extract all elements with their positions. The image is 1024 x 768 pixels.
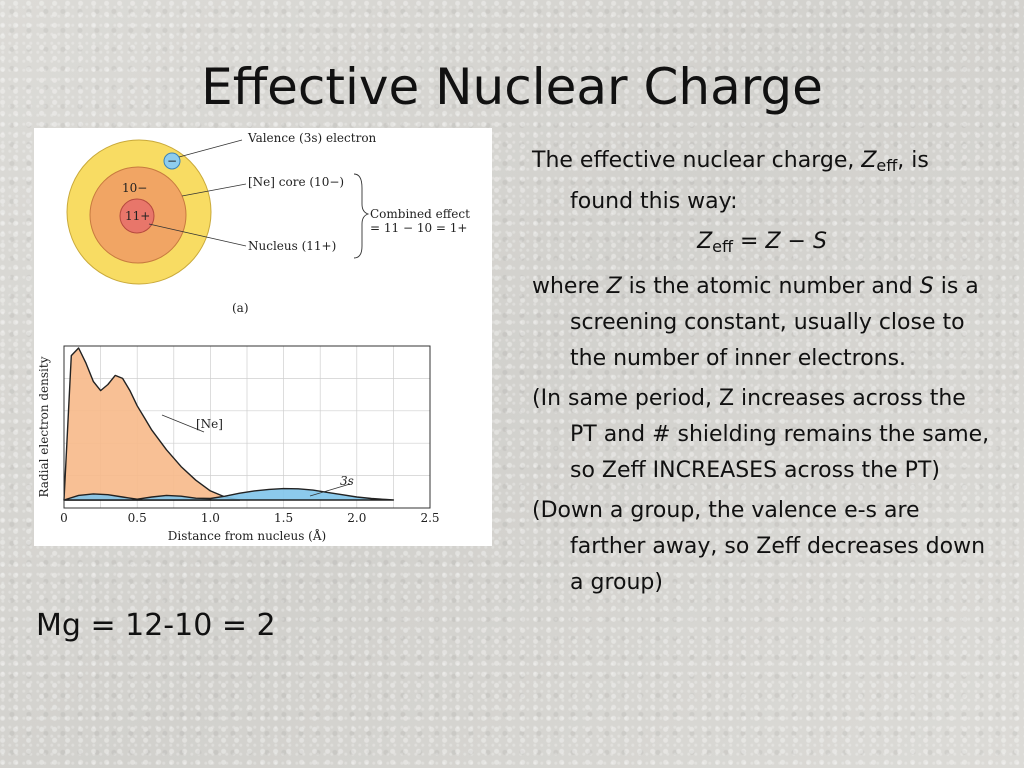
x-tick-label: 0 [60, 511, 68, 525]
p2-text-a: where [532, 274, 607, 299]
x-tick-labels: 0 0.5 1.0 1.5 2.0 2.5 [60, 511, 439, 525]
x-tick-label: 1.5 [274, 511, 293, 525]
valence-label: Valence (3s) electron [247, 131, 377, 145]
figure-svg: − 10− 11+ Valence (3s) electron [Ne] cor… [37, 131, 470, 543]
s3-density-area [63, 487, 395, 501]
p2-z: Z [606, 274, 622, 299]
ne-density-area [63, 347, 241, 501]
plot-frame [63, 345, 431, 509]
formula-z2: Z [765, 229, 781, 254]
p2-text-c: is a screening constant, usually close t… [570, 274, 979, 371]
p1-text-a: The effective nuclear charge, [532, 148, 862, 173]
x-tick-label: 0.5 [128, 511, 147, 525]
core-leader-line [181, 183, 247, 197]
nucleus-label: Nucleus (11+) [248, 239, 336, 253]
core-label: [Ne] core (10−) [248, 175, 344, 189]
nucleus-charge-label: 11+ [125, 209, 150, 223]
s3-leader-line [309, 483, 351, 497]
x-tick-label: 1.0 [201, 511, 220, 525]
explanation-text: The effective nuclear charge, Zeff, is f… [532, 143, 992, 605]
combined-label-1: Combined effect [370, 207, 470, 221]
p1-text-b: , is found this way: [570, 148, 929, 214]
valence-leader-line [178, 139, 243, 158]
p1-sub: eff [876, 156, 898, 175]
atom-and-density-figure: − 10− 11+ Valence (3s) electron [Ne] cor… [34, 128, 492, 546]
p2-s: S [919, 274, 934, 299]
zeff-formula: Zeff = Z − S [532, 224, 992, 265]
s3-series-label: 3s [340, 474, 354, 488]
slide-title: Effective Nuclear Charge [201, 58, 823, 116]
formula-minus: − [780, 229, 813, 254]
nucleus [119, 198, 155, 234]
nucleus-leader-line [148, 223, 247, 247]
brace [353, 173, 370, 259]
paragraph-group: (Down a group, the valence e-s are farth… [532, 498, 986, 595]
x-tick-label: 2.0 [347, 511, 366, 525]
paragraph-period: (In same period, Z increases across the … [532, 386, 990, 483]
x-tick-label: 2.5 [420, 511, 439, 525]
formula-z: Z [697, 229, 713, 254]
electron-sign: − [167, 154, 177, 168]
x-axis-label: Distance from nucleus (Å) [168, 528, 326, 543]
combined-label-2: = 11 − 10 = 1+ [370, 221, 467, 235]
valence-electron [163, 152, 181, 170]
formula-sub: eff [712, 237, 734, 256]
ne-series-label: [Ne] [196, 417, 223, 431]
p2-text-b: is the atomic number and [621, 274, 920, 299]
formula-eq: = [733, 229, 766, 254]
core-charge-label: 10− [122, 181, 147, 195]
mg-example: Mg = 12-10 = 2 [36, 608, 276, 643]
paragraph-definition: The effective nuclear charge, Zeff, is f… [532, 143, 992, 220]
panel-label: (a) [232, 301, 249, 315]
paragraph-where: where Z is the atomic number and S is a … [532, 269, 992, 377]
p1-z: Z [861, 148, 877, 173]
y-axis-label: Radial electron density [37, 356, 51, 497]
chart-areas [63, 347, 395, 501]
formula-s: S [812, 229, 827, 254]
ne-leader-line [161, 414, 205, 433]
radial-density-chart: 0 0.5 1.0 1.5 2.0 2.5 [Ne] 3s Distance from n… [37, 345, 440, 543]
